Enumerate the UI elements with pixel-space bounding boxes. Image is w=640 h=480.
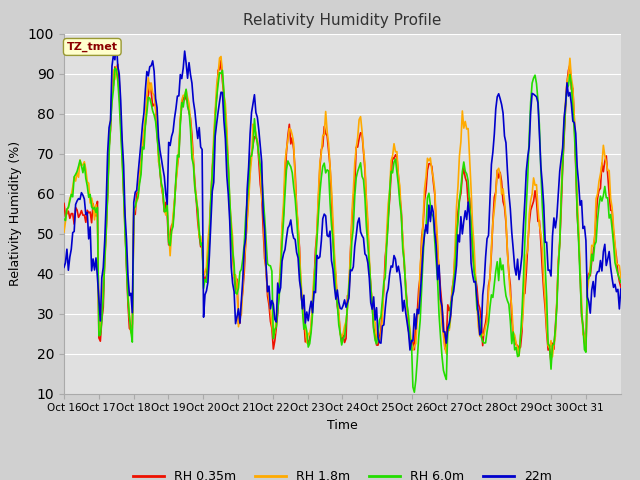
RH 0.35m [79, 212, 87, 218]
RH 1.8m [79, 162, 87, 168]
Line: 22m: 22m [64, 41, 621, 350]
22m [79, 192, 87, 198]
RH 1.8m [541, 297, 549, 303]
RH 0.35m [348, 220, 356, 226]
RH 1.8m [217, 54, 225, 60]
RH 6.0m [410, 389, 418, 395]
RH 6.0m [348, 239, 356, 244]
RH 1.8m [60, 229, 68, 235]
RH 1.8m [458, 108, 466, 114]
RH 0.35m [616, 278, 623, 284]
RH 6.0m [616, 276, 623, 281]
RH 1.8m [617, 275, 625, 281]
RH 6.0m [617, 279, 625, 285]
RH 6.0m [111, 65, 119, 71]
22m [60, 264, 68, 270]
22m [543, 240, 550, 245]
Y-axis label: Relativity Humidity (%): Relativity Humidity (%) [10, 141, 22, 286]
RH 0.35m [60, 201, 68, 206]
RH 1.8m [97, 328, 104, 334]
22m [97, 318, 104, 324]
RH 6.0m [60, 216, 68, 222]
RH 1.8m [616, 263, 623, 268]
Line: RH 1.8m: RH 1.8m [64, 57, 621, 357]
RH 6.0m [97, 332, 104, 338]
RH 6.0m [79, 170, 87, 176]
RH 0.35m [541, 306, 549, 312]
22m [406, 347, 414, 353]
X-axis label: Time: Time [327, 419, 358, 432]
22m [348, 268, 356, 274]
Line: RH 6.0m: RH 6.0m [64, 68, 621, 392]
Line: RH 0.35m: RH 0.35m [64, 60, 621, 362]
22m [617, 286, 625, 292]
RH 0.35m [547, 360, 555, 365]
RH 0.35m [458, 173, 466, 179]
RH 0.35m [617, 285, 625, 290]
Legend: RH 0.35m, RH 1.8m, RH 6.0m, 22m: RH 0.35m, RH 1.8m, RH 6.0m, 22m [127, 465, 557, 480]
RH 0.35m [217, 58, 225, 63]
RH 0.35m [97, 338, 104, 344]
22m [460, 218, 468, 224]
Text: TZ_tmet: TZ_tmet [67, 42, 118, 52]
22m [113, 38, 120, 44]
RH 6.0m [543, 294, 550, 300]
RH 1.8m [348, 210, 356, 216]
RH 1.8m [548, 354, 556, 360]
22m [616, 306, 623, 312]
Title: Relativity Humidity Profile: Relativity Humidity Profile [243, 13, 442, 28]
RH 6.0m [460, 159, 468, 165]
